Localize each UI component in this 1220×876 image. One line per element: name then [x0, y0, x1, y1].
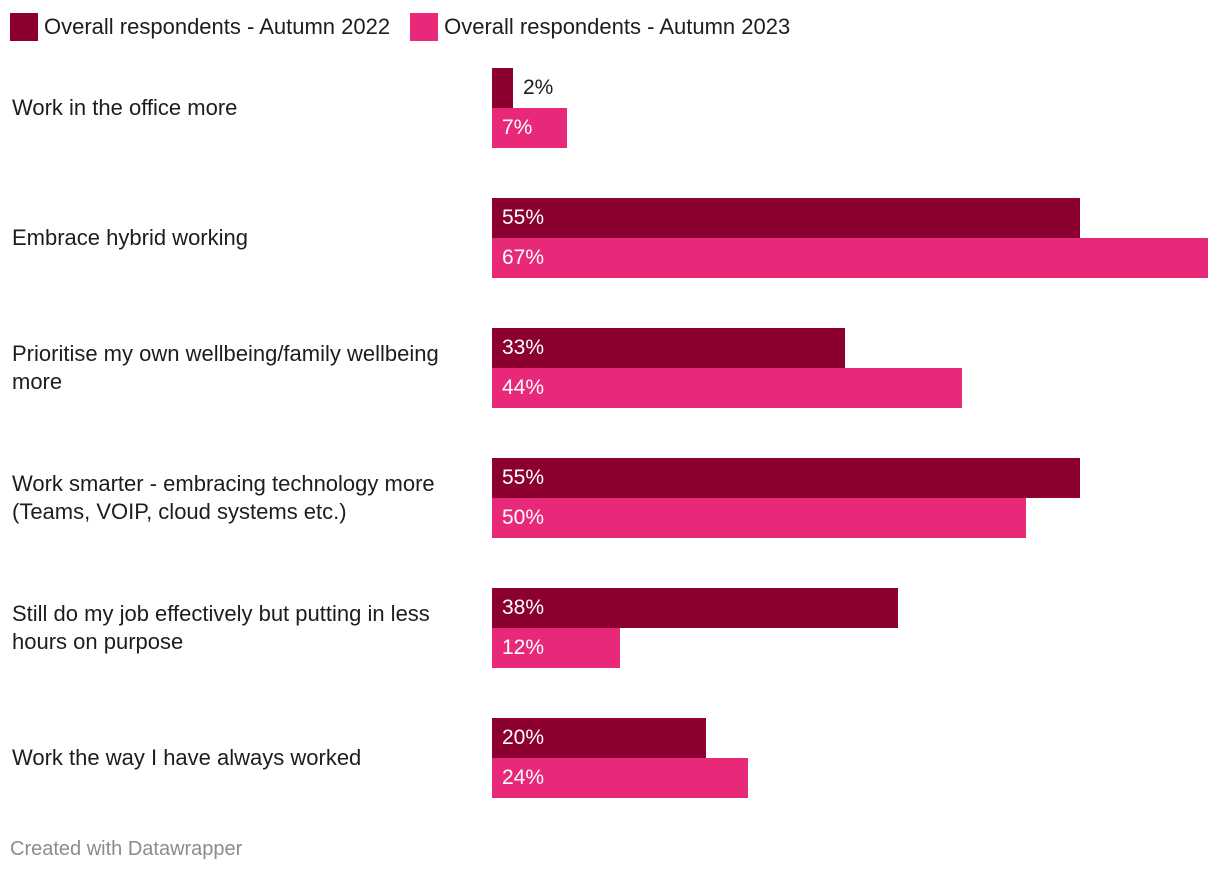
legend-swatch	[10, 13, 38, 41]
bar	[492, 198, 1080, 238]
bar-chart: Work in the office more 2% 7% Embrace hybri…	[12, 68, 1208, 798]
bar-value-label: 33%	[502, 336, 545, 359]
bar	[492, 758, 748, 798]
bar	[492, 718, 706, 758]
bar-value-label: 12%	[502, 636, 545, 659]
bar	[492, 368, 962, 408]
bar-value-label: 24%	[502, 766, 545, 789]
bar	[492, 108, 567, 148]
legend-label: Overall respondents - Autumn 2023	[444, 14, 791, 39]
legend-swatch	[410, 13, 439, 41]
bar-value-label: 44%	[502, 376, 545, 399]
chart-legend: Overall respondents - Autumn 2022 Overall…	[10, 11, 810, 43]
category-label: Prioritise my own wellbeing/family wellb…	[12, 341, 439, 394]
bar-value-label: 50%	[502, 506, 545, 529]
bar-value-label: 2%	[523, 76, 554, 99]
bar	[492, 238, 1208, 278]
bar-value-label: 7%	[502, 116, 533, 139]
category-label: Still do my job effectively but putting …	[12, 601, 430, 654]
bar	[492, 498, 1026, 538]
bar-value-label: 55%	[502, 466, 545, 489]
category-label: Work in the office more	[12, 95, 238, 120]
legend-label: Overall respondents - Autumn 2022	[44, 14, 391, 39]
legend-item-1: Overall respondents - Autumn 2023	[410, 13, 790, 41]
bar-value-label: 20%	[502, 726, 545, 749]
footer-credit: Created with Datawrapper	[10, 838, 243, 860]
bar	[492, 328, 845, 368]
category-label: Embrace hybrid working	[12, 225, 248, 250]
bar-value-label: 55%	[502, 206, 545, 229]
bar-value-label: 67%	[502, 246, 545, 269]
category-label: Work smarter - embracing technology more…	[12, 471, 435, 524]
bar	[492, 458, 1080, 498]
legend-item-0: Overall respondents - Autumn 2022	[10, 13, 390, 41]
bar	[492, 588, 898, 628]
bar	[492, 628, 620, 668]
category-label: Work the way I have always worked	[12, 745, 362, 770]
bar-value-label: 38%	[502, 596, 545, 619]
bar	[492, 68, 513, 108]
